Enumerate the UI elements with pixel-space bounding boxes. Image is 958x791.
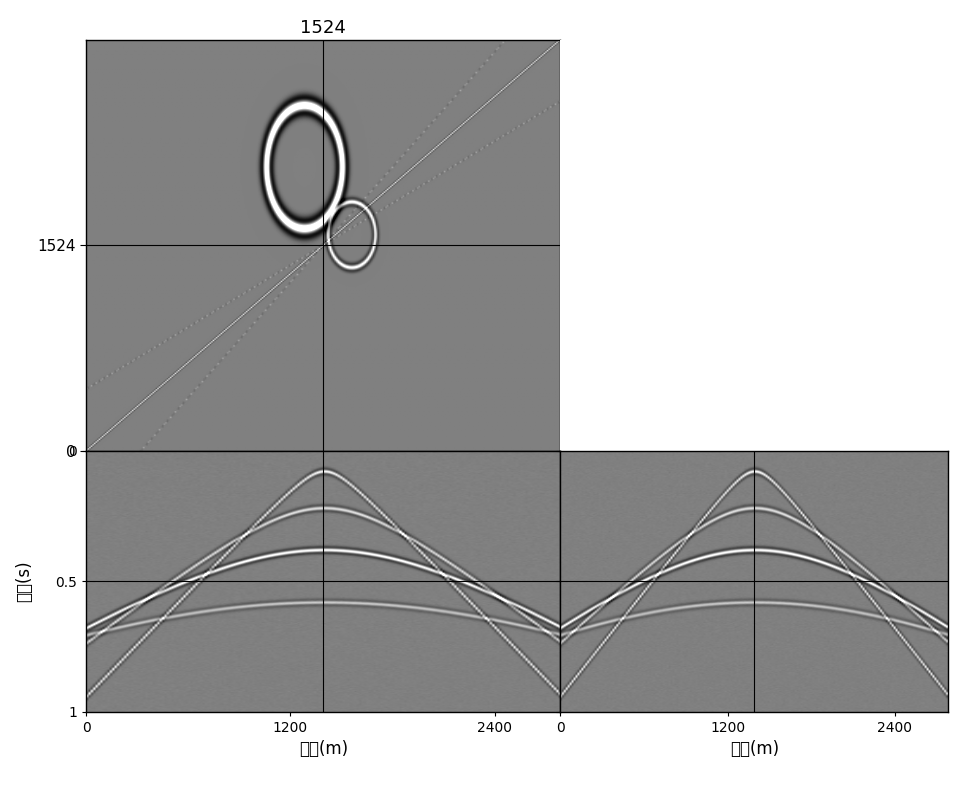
Text: 时间(s): 时间(s) <box>15 561 33 602</box>
X-axis label: 道距(m): 道距(m) <box>730 740 779 759</box>
X-axis label: 炮距(m): 炮距(m) <box>299 740 348 759</box>
Title: 1524: 1524 <box>301 19 346 36</box>
